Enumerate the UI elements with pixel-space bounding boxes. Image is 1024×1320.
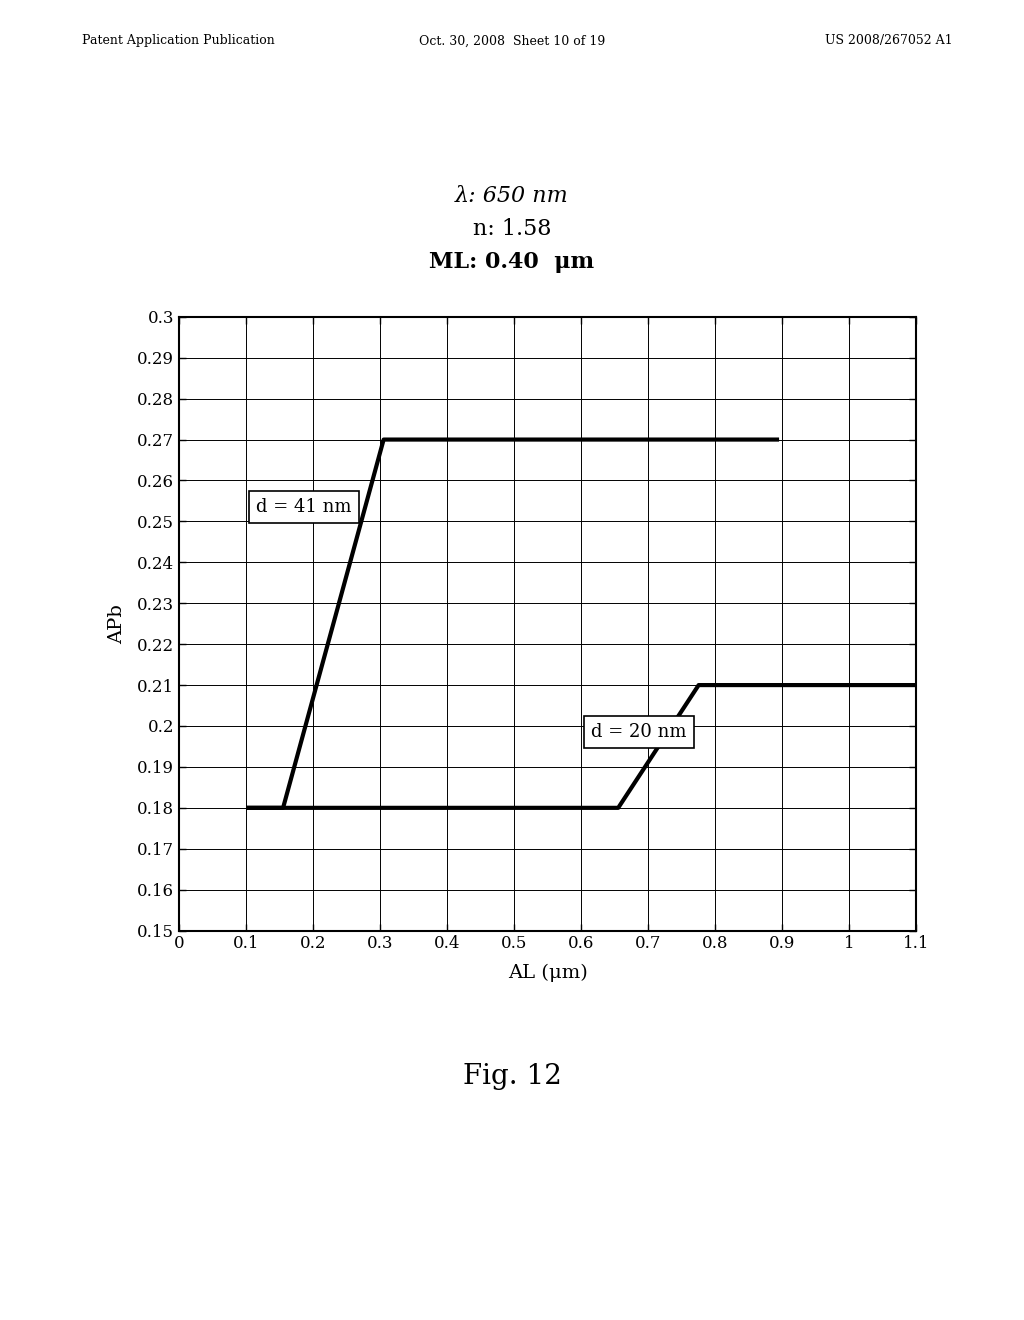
Text: ML: 0.40  μm: ML: 0.40 μm — [429, 251, 595, 273]
Text: US 2008/267052 A1: US 2008/267052 A1 — [824, 34, 952, 48]
Text: Patent Application Publication: Patent Application Publication — [82, 34, 274, 48]
Text: d = 20 nm: d = 20 nm — [592, 723, 687, 741]
Y-axis label: APb: APb — [109, 603, 126, 644]
Text: d = 41 nm: d = 41 nm — [256, 498, 352, 516]
Text: Oct. 30, 2008  Sheet 10 of 19: Oct. 30, 2008 Sheet 10 of 19 — [419, 34, 605, 48]
Text: n: 1.58: n: 1.58 — [473, 218, 551, 240]
Text: λ: 650 nm: λ: 650 nm — [455, 185, 569, 207]
X-axis label: AL (μm): AL (μm) — [508, 964, 588, 982]
Text: Fig. 12: Fig. 12 — [463, 1063, 561, 1089]
